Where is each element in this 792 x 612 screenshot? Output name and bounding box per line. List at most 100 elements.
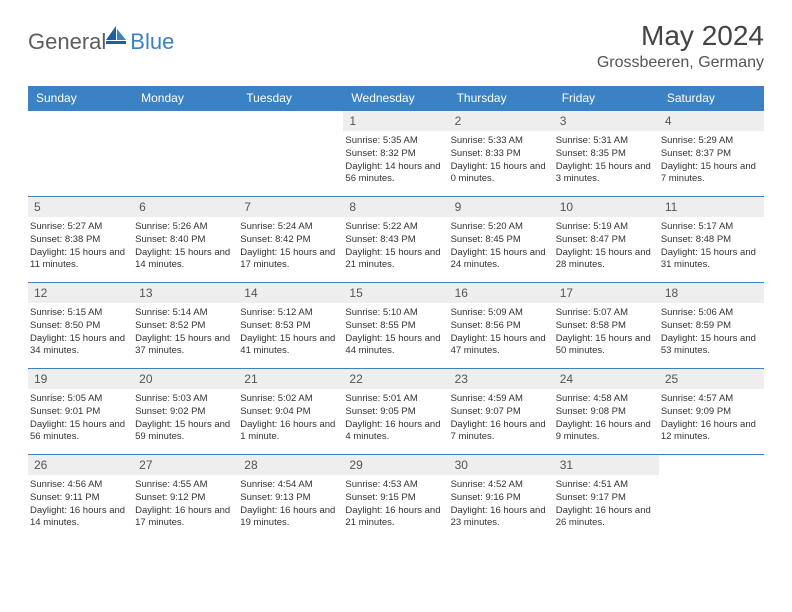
daylight-text: Daylight: 14 hours and 56 minutes. — [345, 161, 446, 187]
sunrise-text: Sunrise: 5:19 AM — [556, 221, 657, 234]
sunrise-text: Sunrise: 5:29 AM — [661, 135, 762, 148]
calendar-cell: 11 Sunrise: 5:17 AMSunset: 8:48 PMDayligh… — [659, 197, 764, 283]
calendar-cell: 25Sunrise: 4:57 AMSunset: 9:09 PMDayligh… — [659, 369, 764, 455]
sunrise-text: Sunrise: 5:17 AM — [661, 221, 762, 234]
daylight-text: Daylight: 16 hours and 21 minutes. — [345, 505, 446, 531]
daylight-text: Daylight: 16 hours and 19 minutes. — [240, 505, 341, 531]
day-info: Sunrise: 5:14 AMSunset: 8:52 PMDaylight:… — [133, 307, 238, 358]
day-info: Sunrise: 5:26 AMSunset: 8:40 PMDaylight:… — [133, 221, 238, 272]
logo-text-general: General — [28, 29, 106, 55]
calendar-cell: 29Sunrise: 4:53 AMSunset: 9:15 PMDayligh… — [343, 455, 448, 541]
day-header: Saturday — [659, 86, 764, 111]
day-number: 23 — [449, 369, 554, 389]
day-info: Sunrise: 4:58 AMSunset: 9:08 PMDaylight:… — [554, 393, 659, 444]
day-info: Sunrise: 5:06 AMSunset: 8:59 PMDaylight:… — [659, 307, 764, 358]
sunrise-text: Sunrise: 5:07 AM — [556, 307, 657, 320]
calendar-page: General Blue May 2024 Grossbeeren, Germa… — [0, 0, 792, 561]
sunset-text: Sunset: 9:05 PM — [345, 406, 446, 419]
calendar-cell: 6Sunrise: 5:26 AMSunset: 8:40 PMDaylight… — [133, 197, 238, 283]
day-info: Sunrise: 4:52 AMSunset: 9:16 PMDaylight:… — [449, 479, 554, 530]
day-info: Sunrise: 5:07 AMSunset: 8:58 PMDaylight:… — [554, 307, 659, 358]
sunset-text: Sunset: 8:48 PM — [661, 234, 762, 247]
day-number: 5 — [28, 197, 133, 217]
calendar-table: SundayMondayTuesdayWednesdayThursdayFrid… — [28, 86, 764, 541]
day-number: 18 — [659, 283, 764, 303]
day-header: Thursday — [449, 86, 554, 111]
sunrise-text: Sunrise: 5:35 AM — [345, 135, 446, 148]
calendar-cell: 9Sunrise: 5:20 AMSunset: 8:45 PMDaylight… — [449, 197, 554, 283]
sunset-text: Sunset: 8:42 PM — [240, 234, 341, 247]
sunset-text: Sunset: 8:40 PM — [135, 234, 236, 247]
calendar-cell: 18 Sunrise: 5:06 AMSunset: 8:59 PMDayligh… — [659, 283, 764, 369]
sunset-text: Sunset: 9:09 PM — [661, 406, 762, 419]
day-info: Sunrise: 5:20 AMSunset: 8:45 PMDaylight:… — [449, 221, 554, 272]
sunrise-text: Sunrise: 5:31 AM — [556, 135, 657, 148]
sunrise-text: Sunrise: 5:15 AM — [30, 307, 131, 320]
day-info: Sunrise: 5:33 AMSunset: 8:33 PMDaylight:… — [449, 135, 554, 186]
calendar-cell: 17Sunrise: 5:07 AMSunset: 8:58 PMDayligh… — [554, 283, 659, 369]
day-header: Friday — [554, 86, 659, 111]
calendar-cell: 13 Sunrise: 5:14 AMSunset: 8:52 PMDayligh… — [133, 283, 238, 369]
daylight-text: Daylight: 15 hours and 47 minutes. — [451, 333, 552, 359]
daylight-text: Daylight: 16 hours and 12 minutes. — [661, 419, 762, 445]
daylight-text: Daylight: 16 hours and 9 minutes. — [556, 419, 657, 445]
calendar-cell: 1Sunrise: 5:35 AMSunset: 8:32 PMDaylight… — [343, 111, 448, 197]
sunrise-text: Sunrise: 4:52 AM — [451, 479, 552, 492]
sunset-text: Sunset: 9:13 PM — [240, 492, 341, 505]
sunset-text: Sunset: 9:07 PM — [451, 406, 552, 419]
day-number: 21 — [238, 369, 343, 389]
sunrise-text: Sunrise: 4:54 AM — [240, 479, 341, 492]
day-number: 20 — [133, 369, 238, 389]
calendar-body: 1Sunrise: 5:35 AMSunset: 8:32 PMDaylight… — [28, 111, 764, 541]
day-number: 8 — [343, 197, 448, 217]
sunset-text: Sunset: 8:58 PM — [556, 320, 657, 333]
sunrise-text: Sunrise: 5:26 AM — [135, 221, 236, 234]
calendar-cell — [133, 111, 238, 197]
day-info: Sunrise: 4:51 AMSunset: 9:17 PMDaylight:… — [554, 479, 659, 530]
sunset-text: Sunset: 9:16 PM — [451, 492, 552, 505]
day-info: Sunrise: 5:29 AMSunset: 8:37 PMDaylight:… — [659, 135, 764, 186]
day-info: Sunrise: 5:01 AMSunset: 9:05 PMDaylight:… — [343, 393, 448, 444]
daylight-text: Daylight: 16 hours and 26 minutes. — [556, 505, 657, 531]
sunrise-text: Sunrise: 4:53 AM — [345, 479, 446, 492]
calendar-cell — [28, 111, 133, 197]
sunset-text: Sunset: 8:43 PM — [345, 234, 446, 247]
day-number: 19 — [28, 369, 133, 389]
daylight-text: Daylight: 15 hours and 21 minutes. — [345, 247, 446, 273]
sunrise-text: Sunrise: 5:22 AM — [345, 221, 446, 234]
day-number: 4 — [659, 111, 764, 131]
day-header: Tuesday — [238, 86, 343, 111]
calendar-cell: 4 Sunrise: 5:29 AMSunset: 8:37 PMDaylight… — [659, 111, 764, 197]
daylight-text: Daylight: 15 hours and 41 minutes. — [240, 333, 341, 359]
calendar-cell: 27Sunrise: 4:55 AMSunset: 9:12 PMDayligh… — [133, 455, 238, 541]
day-number: 7 — [238, 197, 343, 217]
day-number: 1 — [343, 111, 448, 131]
sunrise-text: Sunrise: 5:14 AM — [135, 307, 236, 320]
day-info: Sunrise: 4:59 AMSunset: 9:07 PMDaylight:… — [449, 393, 554, 444]
calendar-cell — [238, 111, 343, 197]
calendar-head: SundayMondayTuesdayWednesdayThursdayFrid… — [28, 86, 764, 111]
daylight-text: Daylight: 15 hours and 31 minutes. — [661, 247, 762, 273]
sunset-text: Sunset: 9:08 PM — [556, 406, 657, 419]
day-number: 11 — [659, 197, 764, 217]
sunset-text: Sunset: 9:11 PM — [30, 492, 131, 505]
sunset-text: Sunset: 9:01 PM — [30, 406, 131, 419]
calendar-cell: 28Sunrise: 4:54 AMSunset: 9:13 PMDayligh… — [238, 455, 343, 541]
day-info: Sunrise: 5:24 AMSunset: 8:42 PMDaylight:… — [238, 221, 343, 272]
calendar-cell: 15Sunrise: 5:10 AMSunset: 8:55 PMDayligh… — [343, 283, 448, 369]
sunrise-text: Sunrise: 5:03 AM — [135, 393, 236, 406]
daylight-text: Daylight: 15 hours and 0 minutes. — [451, 161, 552, 187]
day-number: 10 — [554, 197, 659, 217]
daylight-text: Daylight: 15 hours and 3 minutes. — [556, 161, 657, 187]
sunset-text: Sunset: 8:38 PM — [30, 234, 131, 247]
calendar-cell: 2 Sunrise: 5:33 AMSunset: 8:33 PMDaylight… — [449, 111, 554, 197]
day-info: Sunrise: 5:27 AMSunset: 8:38 PMDaylight:… — [28, 221, 133, 272]
page-header: General Blue May 2024 Grossbeeren, Germa… — [28, 20, 764, 72]
day-number: 2 — [449, 111, 554, 131]
day-info: Sunrise: 5:19 AMSunset: 8:47 PMDaylight:… — [554, 221, 659, 272]
calendar-week-row: 19Sunrise: 5:05 AMSunset: 9:01 PMDayligh… — [28, 369, 764, 455]
sunset-text: Sunset: 9:17 PM — [556, 492, 657, 505]
day-number: 13 — [133, 283, 238, 303]
daylight-text: Daylight: 16 hours and 23 minutes. — [451, 505, 552, 531]
day-number: 12 — [28, 283, 133, 303]
